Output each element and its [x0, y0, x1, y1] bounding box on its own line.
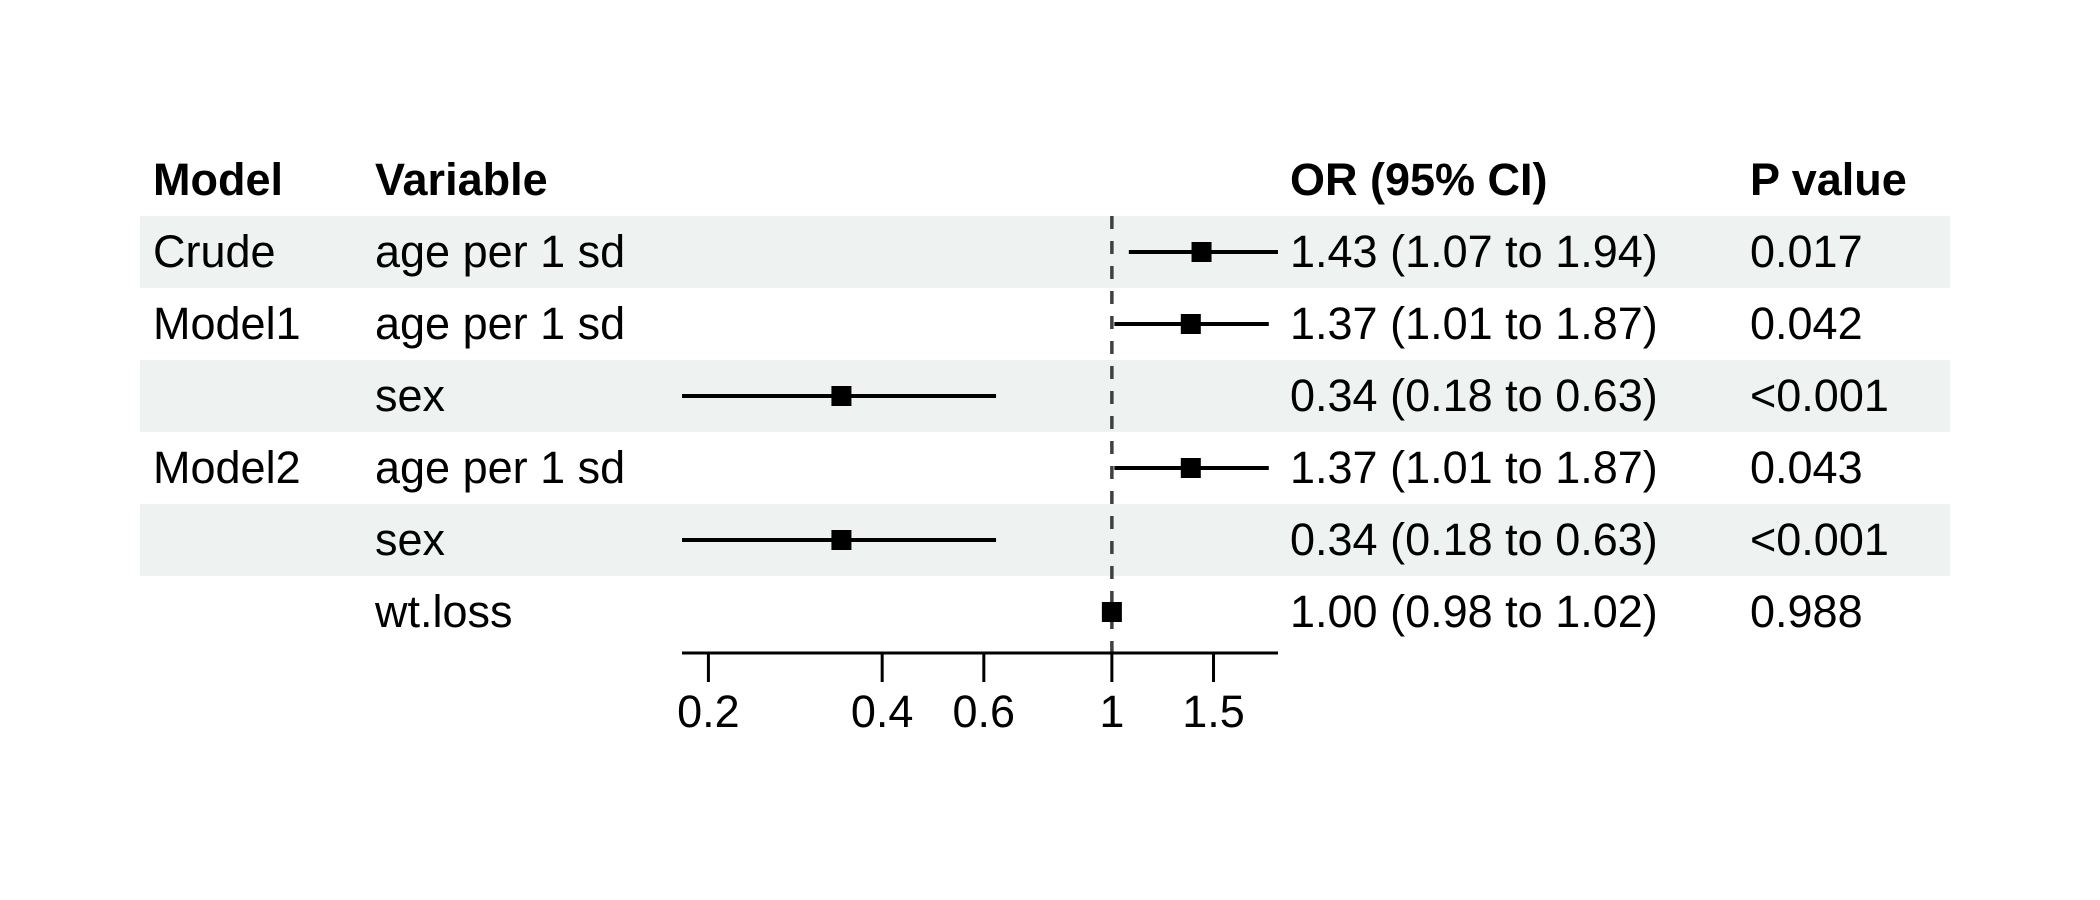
row-model-label: Model1 [153, 298, 301, 349]
table-row: Model2 age per 1 sd 1.37 (1.01 to 1.87) 0.0… [140, 432, 1950, 504]
row-p-value: 0.042 [1750, 298, 1863, 349]
table-row: sex 0.34 (0.18 to 0.63) <0.001 [140, 504, 1950, 576]
table-row: Crude age per 1 sd 1.43 (1.07 to 1.94) 0.01… [140, 216, 1950, 288]
column-header-p-value: P value [1750, 154, 1907, 205]
column-header-model: Model [153, 154, 283, 205]
x-axis-tick-label: 0.4 [851, 686, 914, 737]
row-p-value: <0.001 [1750, 514, 1889, 565]
row-or-ci-value: 1.37 (1.01 to 1.87) [1290, 442, 1658, 493]
row-p-value: 0.988 [1750, 586, 1863, 637]
row-p-value: <0.001 [1750, 370, 1889, 421]
row-variable-label: age per 1 sd [375, 226, 626, 277]
row-or-ci-value: 1.00 (0.98 to 1.02) [1290, 586, 1658, 637]
row-p-value: 0.017 [1750, 226, 1863, 277]
row-or-ci-value: 0.34 (0.18 to 0.63) [1290, 514, 1658, 565]
column-header-or-ci: OR (95% CI) [1290, 154, 1548, 205]
row-or-ci-value: 1.43 (1.07 to 1.94) [1290, 226, 1658, 277]
row-variable-label: age per 1 sd [375, 442, 626, 493]
x-axis-tick-label: 1 [1099, 686, 1124, 737]
row-or-ci-value: 1.37 (1.01 to 1.87) [1290, 298, 1658, 349]
row-variable-label: wt.loss [375, 586, 513, 637]
table-row: wt.loss 1.00 (0.98 to 1.02) 0.988 [140, 576, 1950, 648]
x-axis-tick-label: 0.2 [677, 686, 740, 737]
x-axis-tick-label: 0.6 [953, 686, 1016, 737]
table-row: Model1 age per 1 sd 1.37 (1.01 to 1.87) 0.0… [140, 288, 1950, 360]
row-model-label: Model2 [153, 442, 301, 493]
row-variable-label: age per 1 sd [375, 298, 626, 349]
x-axis-tick-label: 1.5 [1182, 686, 1245, 737]
row-variable-label: sex [375, 514, 446, 565]
row-or-ci-value: 0.34 (0.18 to 0.63) [1290, 370, 1658, 421]
row-model-label: Crude [153, 226, 276, 277]
row-variable-label: sex [375, 370, 446, 421]
table-row: sex 0.34 (0.18 to 0.63) <0.001 [140, 360, 1950, 432]
column-header-variable: Variable [375, 154, 548, 205]
row-p-value: 0.043 [1750, 442, 1863, 493]
